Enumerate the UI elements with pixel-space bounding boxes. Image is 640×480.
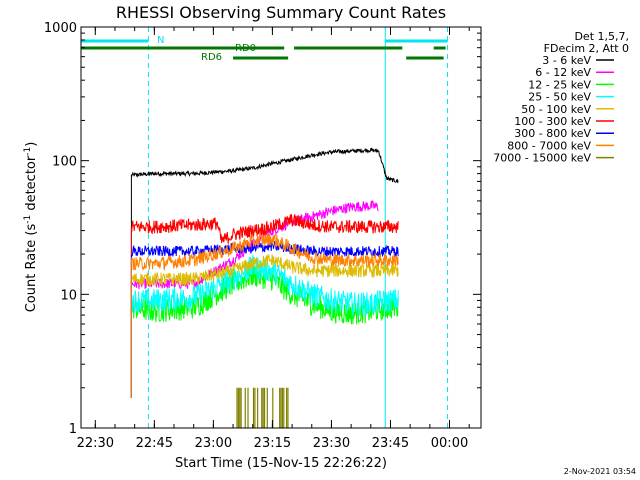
x-tick-label: 23:30 xyxy=(313,436,350,451)
series-7000-15000-kev xyxy=(236,387,289,428)
x-tick-label: 23:00 xyxy=(195,436,232,451)
legend-label: 800 - 7000 keV xyxy=(507,139,591,152)
rd6-label: RD6 xyxy=(201,52,222,63)
legend-label: 25 - 50 keV xyxy=(528,91,591,104)
legend-label: 12 - 25 keV xyxy=(528,78,591,91)
series-line-3-6-kev xyxy=(130,147,399,398)
x-axis-label: Start Time (15-Nov-15 22:26:22) xyxy=(175,456,387,471)
legend-label: 6 - 12 keV xyxy=(535,66,591,79)
x-tick-label: 23:15 xyxy=(254,436,291,451)
series-line-100-300-kev xyxy=(130,213,399,398)
plot-frame xyxy=(80,26,482,429)
y-axis-label: Count Rate (s-1 detector-1) xyxy=(23,142,39,313)
legend-label: 100 - 300 keV xyxy=(514,115,591,128)
night-label: N xyxy=(157,35,164,46)
timestamp: 2-Nov-2021 03:54 xyxy=(564,467,636,476)
x-tick-label: 00:00 xyxy=(431,436,468,451)
x-tick-label: 22:30 xyxy=(77,436,114,451)
rd0-label: RD0 xyxy=(235,43,256,54)
legend-label: 7000 - 15000 keV xyxy=(493,152,591,165)
series-line-800-7000-kev xyxy=(130,233,399,398)
x-tick-label: 22:45 xyxy=(136,436,173,451)
series-line-300-800-kev xyxy=(130,240,399,398)
series-line-50-100-kev xyxy=(130,253,399,398)
axes: 22:30 22:45 23:00 23:15 23:30 23:45 00:00 1 10 10… xyxy=(44,21,481,451)
y-tick-label: 1000 xyxy=(44,21,77,36)
y-tick-label: 100 xyxy=(52,155,77,170)
series-line-25-50-kev xyxy=(130,255,399,398)
legend-label: 50 - 100 keV xyxy=(521,103,591,116)
chart-title: RHESSI Observing Summary Count Rates xyxy=(116,3,446,22)
y-tick-label: 10 xyxy=(60,288,77,303)
legend-header-line-2: FDecim 2, Att 0 xyxy=(544,42,629,55)
legend-header-line-1: Det 1,5,7, xyxy=(574,30,629,43)
legend-label: 3 - 6 keV xyxy=(542,54,591,67)
legend-label: 300 - 800 keV xyxy=(514,127,591,140)
series-group xyxy=(130,147,399,428)
y-tick-label: 1 xyxy=(69,422,77,437)
x-tick-label: 23:45 xyxy=(372,436,409,451)
